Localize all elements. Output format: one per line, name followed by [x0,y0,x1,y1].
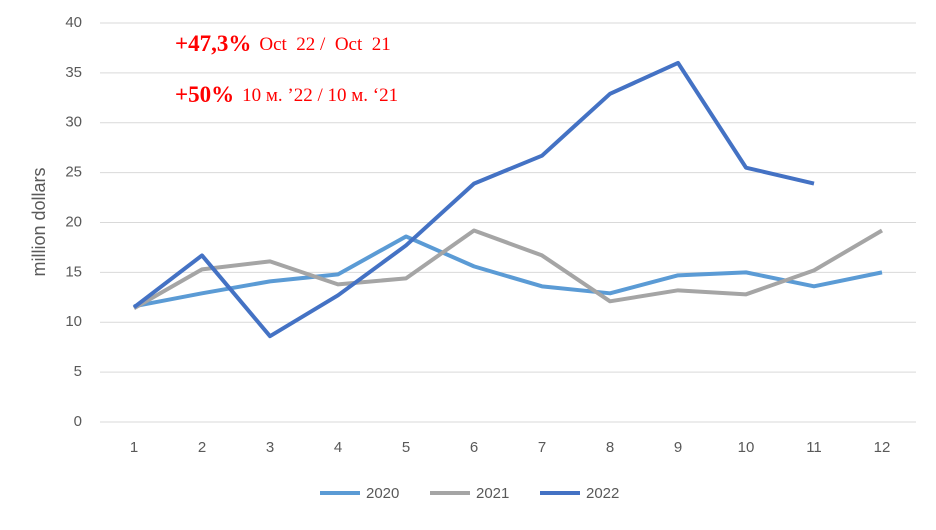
x-tick-label: 2 [198,439,206,456]
annotation-text: 10 м. ’22 / 10 м. ‘21 [242,85,398,106]
annotation-text: Oct 22 / Oct 21 [259,34,390,55]
x-tick-label: 12 [874,439,891,456]
x-tick-label: 7 [538,439,546,456]
x-tick-label: 3 [266,439,274,456]
x-tick-label: 1 [130,439,138,456]
x-tick-label: 11 [806,439,822,456]
y-tick-label: 15 [65,263,82,280]
series-line [133,234,883,309]
annotation: +47,3% Oct 22 / Oct 21 [175,31,391,56]
annotation: +50% 10 м. ’22 / 10 м. ‘21 [175,82,398,107]
series-line [133,228,884,311]
x-tick-label: 9 [674,439,682,456]
annotation-emphasis: +50% [175,82,234,107]
y-axis-label: million dollars [29,167,49,276]
y-tick-label: 40 [65,14,82,31]
x-tick-label: 6 [470,439,478,456]
x-tick-label: 8 [606,439,614,456]
legend-label: 2021 [476,485,509,502]
y-tick-label: 20 [65,213,82,230]
y-tick-label: 35 [65,64,82,81]
annotation-emphasis: +47,3% [175,31,251,56]
y-tick-label: 0 [74,413,82,430]
x-tick-label: 10 [738,439,755,456]
series-line [132,60,815,339]
y-tick-label: 10 [65,313,82,330]
y-tick-label: 30 [65,114,82,131]
y-tick-label: 5 [74,363,82,380]
legend-label: 2020 [366,485,399,502]
x-tick-label: 4 [334,439,342,456]
legend-label: 2022 [586,485,619,502]
y-tick-label: 25 [65,164,82,181]
x-tick-label: 5 [402,439,410,456]
